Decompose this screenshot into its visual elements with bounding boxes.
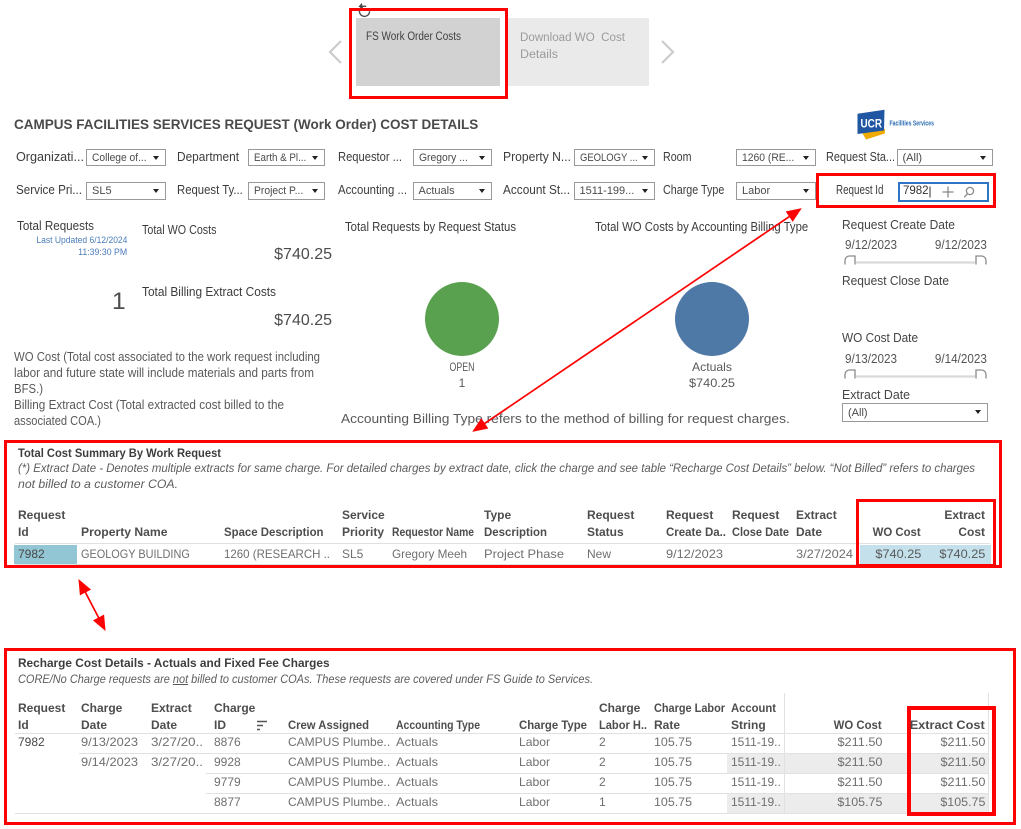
svg-text:UCR: UCR bbox=[861, 118, 883, 130]
svg-text:Facilities Services: Facilities Services bbox=[890, 120, 935, 127]
